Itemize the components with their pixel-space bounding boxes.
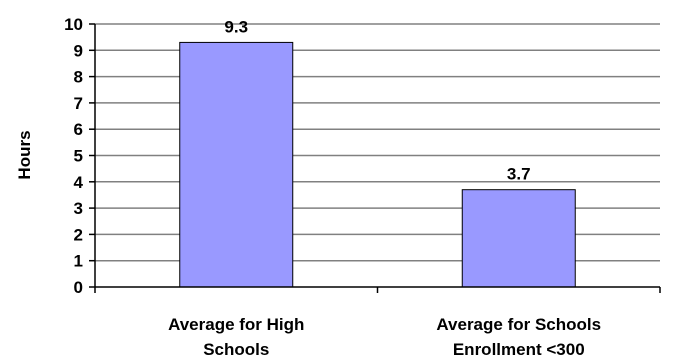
y-tick-label: 7 — [74, 94, 83, 113]
category-labels: Average for High Schools Average for Schoo… — [168, 315, 601, 359]
y-tick-label: 5 — [74, 147, 83, 166]
y-tick-label: 2 — [74, 225, 83, 244]
y-tick-label: 3 — [74, 199, 83, 218]
bars — [179, 41, 576, 288]
y-tick-label: 4 — [74, 173, 84, 192]
data-label: 9.3 — [224, 17, 248, 36]
data-labels: 9.3 3.7 — [224, 17, 530, 183]
data-label: 3.7 — [507, 165, 531, 184]
bar — [461, 189, 576, 288]
y-tick-label: 10 — [64, 15, 83, 34]
y-tick-label: 9 — [74, 41, 83, 60]
y-tick-labels: 0 1 2 3 4 5 6 7 8 9 10 — [64, 15, 83, 297]
y-tick-label: 8 — [74, 68, 83, 87]
y-tick-label: 6 — [74, 120, 83, 139]
y-tick-label: 1 — [74, 252, 83, 271]
bar — [179, 41, 294, 288]
x-category-label: Average for High Schools — [168, 315, 304, 359]
axes — [89, 23, 661, 293]
y-tick-label: 0 — [74, 278, 83, 297]
y-axis-title: Hours — [15, 130, 34, 179]
x-category-label: Average for Schools Enrollment <300 — [436, 315, 601, 359]
